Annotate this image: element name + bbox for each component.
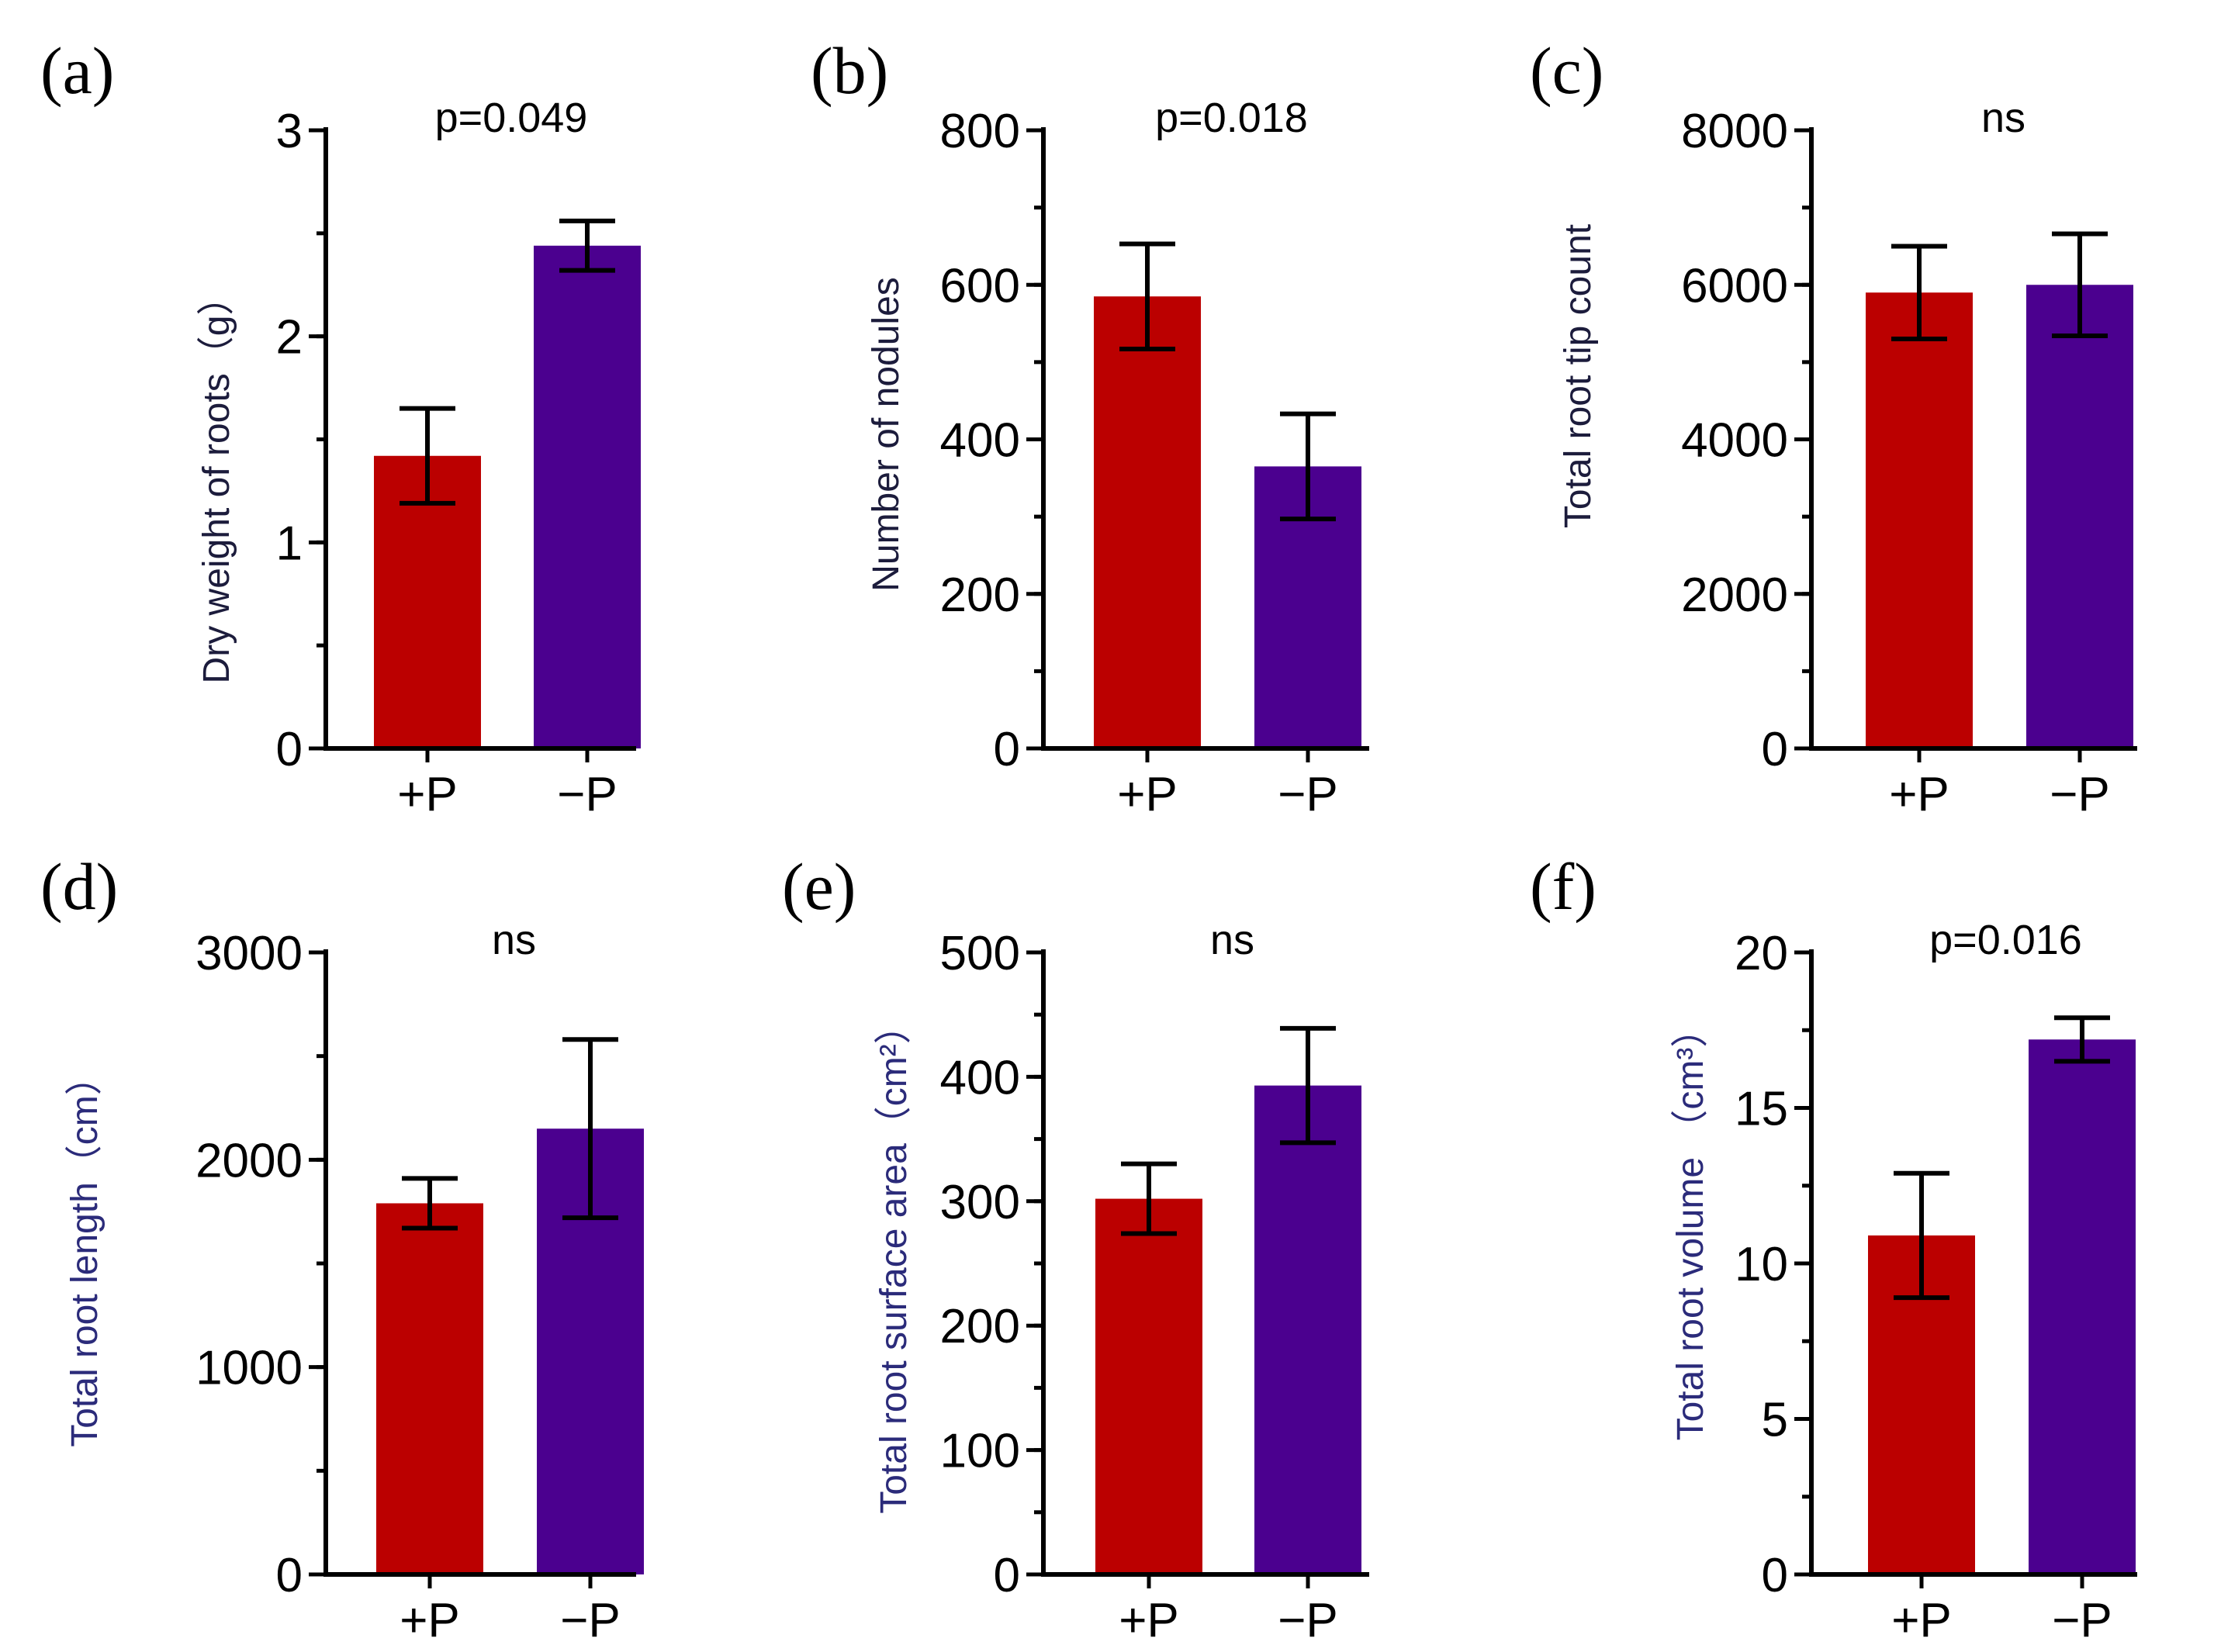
y-tick-label: 15 xyxy=(1735,1083,1788,1136)
y-tick-label: 400 xyxy=(940,414,1020,468)
significance-annotation: p=0.016 xyxy=(1929,917,2082,963)
error-bar-minus-p xyxy=(2052,231,2108,339)
error-bar-plus-p xyxy=(400,406,455,506)
y-tick-label: 6000 xyxy=(1681,259,1788,313)
y-axis-label: Total root length（cm） xyxy=(64,1058,106,1447)
y-tick-label: 1 xyxy=(276,517,303,570)
panel-e-root-surface-area: (e) 0 100 200 300 400 500 +P −P ns Total root surf… xyxy=(782,849,1369,1647)
y-tick-label: 200 xyxy=(940,1300,1020,1353)
error-bar-plus-p xyxy=(1121,1161,1177,1236)
y-axis-label: Number of nodules xyxy=(866,277,907,592)
significance-annotation: p=0.049 xyxy=(435,95,588,141)
error-bar-plus-p xyxy=(1894,1170,1949,1301)
x-category-label: +P xyxy=(1891,1594,1952,1647)
y-tick-label: 2 xyxy=(276,311,303,365)
error-bar-plus-p xyxy=(402,1176,458,1231)
error-bar-plus-p xyxy=(1119,241,1175,351)
bar-plus-p xyxy=(1095,1198,1202,1574)
x-category-label: −P xyxy=(1278,1594,1338,1647)
x-category-label: −P xyxy=(560,1594,621,1647)
y-tick-label: 0 xyxy=(276,1549,303,1602)
bar-plus-p xyxy=(376,1203,483,1574)
panel-a-dry-weight: (a) 0 1 2 3 +P −P p=0.049 Dry weight of roots（g） xyxy=(40,33,641,821)
significance-annotation: ns xyxy=(1210,917,1254,963)
bar-minus-p xyxy=(2029,1039,2136,1574)
panel-letter: (c) xyxy=(1530,33,1603,108)
panel-c-root-tip-count: (c) 0 2000 4000 6000 8000 +P −P ns Total root tip… xyxy=(1530,33,2137,821)
panel-letter: (d) xyxy=(40,849,118,924)
panel-letter: (a) xyxy=(40,33,114,108)
significance-annotation: ns xyxy=(1981,95,2025,141)
y-tick-label: 8000 xyxy=(1681,105,1788,158)
panel-b-nodules: (b) 0 200 400 600 800 +P −P p=0.018 Number of nod… xyxy=(811,33,1369,821)
y-tick-label: 5 xyxy=(1762,1394,1788,1447)
x-category-label: +P xyxy=(400,1594,460,1647)
y-tick-label: 10 xyxy=(1735,1238,1788,1291)
bar-plus-p xyxy=(1094,296,1201,749)
y-tick-label: 0 xyxy=(994,723,1020,776)
y-tick-label: 4000 xyxy=(1681,414,1788,468)
y-tick-label: 500 xyxy=(940,927,1020,980)
bar-minus-p xyxy=(1254,1085,1361,1574)
bar-minus-p xyxy=(534,245,641,749)
x-category-label: +P xyxy=(1889,768,1949,821)
significance-annotation: ns xyxy=(492,917,536,963)
error-bar-minus-p xyxy=(2054,1015,2110,1064)
error-bar-minus-p xyxy=(562,1037,618,1221)
y-tick-label: 20 xyxy=(1735,927,1788,980)
bar-plus-p xyxy=(1866,292,1973,748)
x-category-label: +P xyxy=(397,768,458,821)
y-tick-label: 100 xyxy=(940,1425,1020,1478)
panel-letter: (e) xyxy=(782,849,856,924)
x-category-label: −P xyxy=(2052,1594,2112,1647)
panel-letter: (b) xyxy=(811,33,888,108)
error-bar-minus-p xyxy=(1280,1025,1336,1146)
y-tick-label: 0 xyxy=(994,1549,1020,1602)
x-category-label: −P xyxy=(1278,768,1338,821)
panel-letter: (f) xyxy=(1530,849,1597,924)
y-axis-label: Total root volume （cm³） xyxy=(1670,1011,1711,1441)
y-tick-label: 2000 xyxy=(195,1134,303,1187)
x-category-label: +P xyxy=(1119,1594,1179,1647)
y-axis-label: Dry weight of roots（g） xyxy=(196,278,237,684)
significance-annotation: p=0.018 xyxy=(1155,95,1308,141)
y-tick-label: 300 xyxy=(940,1176,1020,1229)
y-tick-label: 3 xyxy=(276,105,303,158)
y-tick-label: 400 xyxy=(940,1051,1020,1104)
x-category-label: −P xyxy=(557,768,617,821)
y-tick-label: 3000 xyxy=(195,927,303,980)
y-tick-label: 0 xyxy=(1762,1549,1788,1602)
x-category-label: +P xyxy=(1117,768,1178,821)
y-tick-label: 1000 xyxy=(195,1342,303,1395)
y-tick-label: 200 xyxy=(940,569,1020,622)
error-bar-plus-p xyxy=(1891,244,1947,341)
y-tick-label: 0 xyxy=(1762,723,1788,776)
bar-minus-p xyxy=(2026,285,2133,748)
y-axis-label: Total root surface area（cm²） xyxy=(873,1007,915,1514)
error-bar-minus-p xyxy=(559,218,615,273)
panel-f-root-volume: (f) 0 5 10 15 20 +P −P p=0.016 Total root volume … xyxy=(1530,849,2137,1647)
y-axis-label: Total root tip count xyxy=(1558,224,1599,528)
y-tick-label: 800 xyxy=(940,105,1020,158)
error-bar-minus-p xyxy=(1280,411,1336,522)
y-tick-label: 600 xyxy=(940,259,1020,313)
panel-d-root-length: (d) 0 1000 2000 3000 +P −P ns Total root length（… xyxy=(40,849,644,1647)
y-tick-label: 2000 xyxy=(1681,569,1788,622)
y-tick-label: 0 xyxy=(276,723,303,776)
x-category-label: −P xyxy=(2050,768,2110,821)
